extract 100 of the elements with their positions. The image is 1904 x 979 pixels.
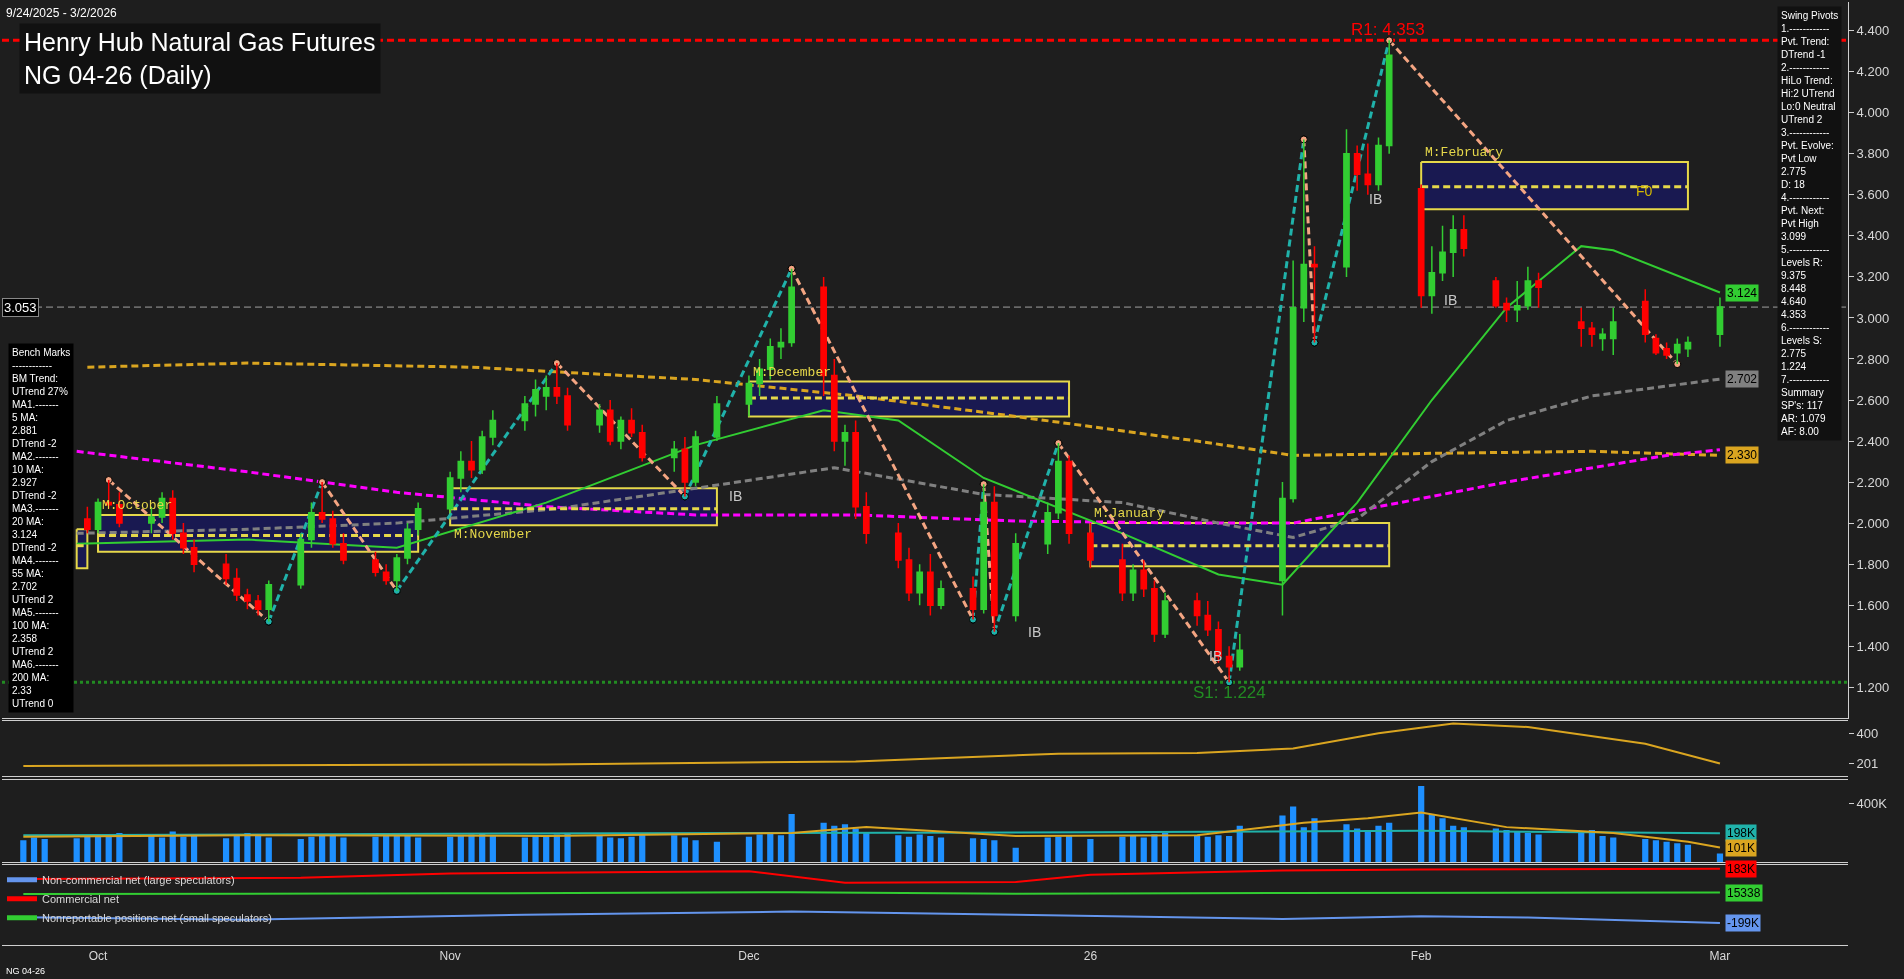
candlestick — [489, 409, 497, 446]
bar — [1524, 833, 1531, 863]
text: M:February — [1425, 145, 1504, 160]
candlestick — [670, 440, 678, 473]
y-tick-label: 1.400 — [1856, 638, 1890, 654]
y-tick-label: 201 — [1856, 756, 1879, 772]
bar — [916, 834, 923, 863]
candlestick — [457, 450, 465, 494]
line-series — [75, 448, 1722, 525]
bar — [617, 838, 624, 863]
data-label: 101K — [1727, 841, 1756, 855]
candlestick — [1055, 442, 1062, 520]
bar — [895, 835, 902, 863]
text: NG 04-26 — [6, 966, 46, 976]
candlestick — [937, 579, 945, 611]
bar — [788, 813, 795, 863]
point — [1673, 360, 1682, 369]
candlestick — [1663, 341, 1670, 360]
annotation: IB — [1028, 624, 1042, 640]
candlestick — [222, 553, 230, 586]
candlestick — [617, 415, 625, 451]
bar — [308, 836, 315, 863]
text: Swing Pivots 1.------------ Pvt. Trend: DTrend -1 2.------------ HiLo Trend: Hi:2 UTrend Lo:0 Neutral UTrend 2 3.------------ Pvt. Evolve: Pvt Low 2.775 D: 18 4.------------ Pvt. Next: Pvt High 3.099 5.------------ Levels R: 9.375 8.448 4.640 4.353 6.------------ Levels S: 2.775 1.224 7.------------ Summary SP's: 117 AR: 1.079 AF: 8.00 — [1781, 10, 1839, 437]
data-label: 2.330 — [1727, 448, 1758, 462]
bar — [1065, 835, 1073, 863]
candlestick — [190, 538, 198, 574]
bar — [1514, 831, 1521, 863]
bar — [777, 835, 785, 863]
candlestick — [1684, 335, 1692, 358]
candlestick — [681, 436, 689, 498]
candlestick — [841, 423, 849, 467]
candlestick — [521, 395, 529, 432]
candlestick — [94, 497, 102, 535]
candlestick — [468, 440, 475, 479]
candlestick — [713, 395, 721, 442]
x-tick-label: Nov — [439, 949, 461, 964]
candlestick — [830, 358, 838, 453]
annotation: 9/24/2025 - 3/2/2026 — [6, 6, 118, 20]
candlestick — [1204, 600, 1212, 637]
bar — [1439, 818, 1446, 863]
candlestick — [1492, 276, 1500, 309]
candlestick — [1641, 288, 1649, 344]
candlestick — [980, 483, 988, 615]
candlestick — [1439, 224, 1446, 282]
series-label: M:January — [1094, 506, 1165, 521]
candlestick — [1236, 633, 1244, 672]
candlestick — [84, 505, 91, 535]
candlestick — [446, 471, 454, 514]
bar — [1418, 786, 1425, 863]
bar — [41, 838, 48, 863]
candlestick — [1129, 563, 1137, 602]
y-tick-label: 1.600 — [1856, 597, 1890, 613]
bar — [94, 835, 102, 863]
bar — [745, 836, 753, 863]
bar — [1129, 835, 1137, 863]
bar — [1311, 818, 1318, 863]
bar — [1375, 825, 1382, 863]
bar — [158, 837, 166, 863]
bar — [1012, 847, 1019, 863]
bar — [254, 835, 262, 863]
candlestick — [692, 430, 699, 487]
bar — [628, 836, 635, 863]
candlestick — [404, 522, 411, 565]
ref-line-label: 3.053 — [4, 300, 37, 315]
y-tick-label: 1.800 — [1856, 556, 1890, 572]
bar — [84, 836, 91, 863]
bar — [1279, 815, 1286, 863]
bar — [1386, 822, 1393, 863]
annotation: F0 — [1636, 183, 1653, 199]
x-tick-label: 26 — [1083, 949, 1098, 964]
candlestick — [1535, 272, 1542, 309]
candlestick — [254, 594, 262, 617]
candlestick — [1289, 259, 1297, 504]
bar — [265, 837, 272, 863]
candlestick — [382, 563, 390, 586]
candlestick — [329, 510, 337, 549]
candlestick — [340, 532, 347, 565]
bar — [532, 835, 539, 863]
bar — [1684, 844, 1692, 863]
candlestick — [1012, 532, 1020, 623]
bar — [1610, 837, 1617, 863]
candlestick — [393, 553, 401, 592]
bar — [1364, 830, 1371, 863]
bar — [319, 834, 326, 863]
bar — [1578, 833, 1585, 863]
candlestick — [1428, 245, 1436, 315]
bar — [1652, 840, 1660, 863]
bar — [148, 835, 155, 863]
bar — [233, 835, 240, 863]
candlestick — [1343, 128, 1350, 278]
bar — [329, 835, 336, 863]
bar — [607, 837, 614, 863]
candlestick — [1065, 454, 1073, 545]
bar — [1535, 834, 1542, 863]
bar — [713, 841, 721, 863]
ref-line-label: S1: 1.224 — [1193, 683, 1266, 702]
bar — [20, 840, 27, 863]
x-tick-label: Feb — [1410, 949, 1432, 964]
candlestick — [233, 567, 241, 602]
bar — [1215, 835, 1222, 863]
